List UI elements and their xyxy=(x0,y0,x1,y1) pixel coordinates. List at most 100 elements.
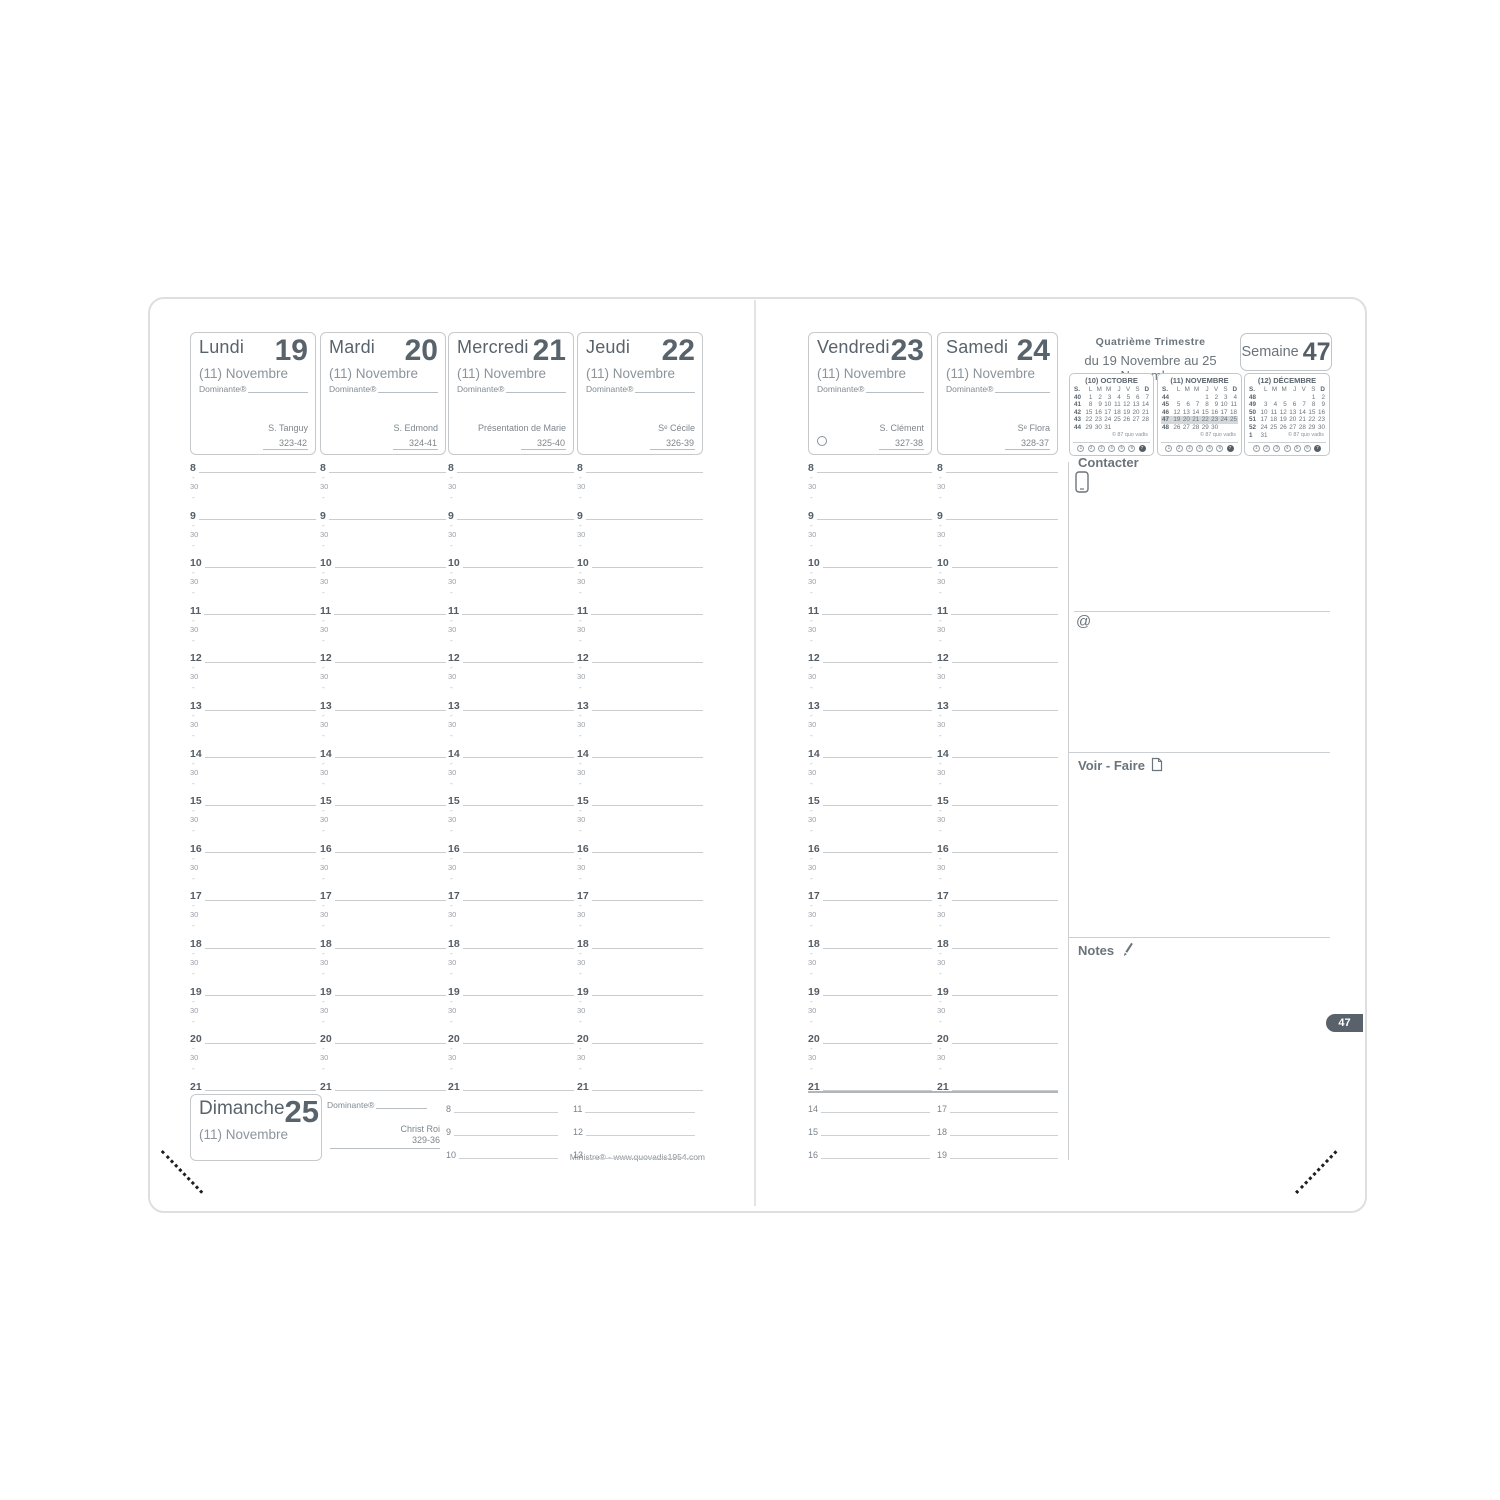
hour-row: 19 xyxy=(808,985,932,997)
quarter-mark: - xyxy=(192,1044,195,1054)
day-cell: 26 xyxy=(1173,423,1181,431)
quarter-mark: - xyxy=(579,663,582,673)
hour-label: 8 xyxy=(448,462,454,474)
circled-number: 7 xyxy=(1226,445,1234,452)
day-name: Mardi xyxy=(329,337,376,357)
quarter-mark: - xyxy=(579,949,582,958)
quarter-mark: - xyxy=(810,901,813,911)
day-number: 22 xyxy=(661,334,695,367)
quarter-mark: - xyxy=(322,663,325,673)
quarter-mark: - xyxy=(579,635,582,645)
saint-code: 329-36 xyxy=(411,1135,440,1145)
quarter-mark: - xyxy=(579,873,582,883)
mini-calendar-1: (10) OCTOBRE S. L M M J V S D 40 1 2 3 4 5 6 7 41 8 9 10 11 12… xyxy=(1069,373,1154,456)
half-hour-label: 30 xyxy=(808,1053,817,1063)
day-cell: 9 xyxy=(1321,401,1325,409)
week-number: 45 xyxy=(1162,401,1170,409)
day-cell: 18 xyxy=(1229,408,1237,416)
hour-row: 16 xyxy=(808,842,932,854)
hour-label: 11 xyxy=(808,604,820,617)
half-hour-label: 30 xyxy=(448,720,457,729)
hour-label: 14 xyxy=(448,747,460,760)
half-hour-label: 30 xyxy=(448,1053,457,1063)
circled-number: 6 xyxy=(1216,445,1224,452)
quarter-mark: - xyxy=(810,635,813,645)
quarter-mark: - xyxy=(579,1064,582,1074)
quarter-mark: - xyxy=(450,493,453,502)
dominante-label: Dominante® xyxy=(586,384,634,394)
hour-row: 8 xyxy=(808,461,932,473)
hour-row: 8 xyxy=(577,461,703,473)
calendar-week-row: 45 5 6 7 8 9 10 11 xyxy=(1161,401,1238,409)
quarter-mark: - xyxy=(810,473,813,482)
quarter-mark: - xyxy=(192,949,195,958)
quarter-mark: - xyxy=(810,996,813,1006)
day-cell: 31 xyxy=(1260,431,1268,439)
half-hour-label: 30 xyxy=(808,482,817,491)
calendar-week-row: 40 1 2 3 4 5 6 7 xyxy=(1073,394,1150,402)
hour-label: 15 xyxy=(448,795,460,808)
hour-row: 20 xyxy=(320,1032,446,1044)
hour-row: 11 xyxy=(577,604,703,616)
hour-row: 20 xyxy=(577,1032,703,1044)
calendar-week-row: 44 29 30 31 xyxy=(1073,424,1150,432)
half-hour-label: 30 xyxy=(190,624,199,634)
circled-number: 2 xyxy=(1263,445,1271,452)
quarter-mark: - xyxy=(810,1044,813,1054)
hour-label: 10 xyxy=(448,557,460,570)
quarter-mark: - xyxy=(322,996,325,1006)
day-cell: 11 xyxy=(1114,401,1121,409)
quarter-mark: - xyxy=(810,1064,813,1074)
circled-number: 4 xyxy=(1108,445,1115,452)
hour-row: 19 xyxy=(577,985,703,997)
hour-label: 9 xyxy=(808,509,814,522)
saint-name: S. Tanguy xyxy=(268,423,308,433)
quarter-mark: - xyxy=(450,1016,453,1026)
circled-number: 5 xyxy=(1293,445,1301,452)
hour-label: 10 xyxy=(320,557,332,570)
hour-row: 12 xyxy=(808,651,932,664)
quarter-mark: - xyxy=(579,1044,582,1054)
hour-row: 11 xyxy=(320,604,446,616)
quarter-mark: - xyxy=(192,901,195,911)
day-name: Jeudi xyxy=(586,337,631,357)
week-number: 51 xyxy=(1249,416,1257,424)
quarter-mark: - xyxy=(322,921,325,931)
day-cell: 15 xyxy=(1308,408,1316,416)
quarter-mark: - xyxy=(810,873,813,883)
half-hour-label: 30 xyxy=(448,672,457,682)
quarter-mark: - xyxy=(450,853,453,863)
half-hour-label: 30 xyxy=(577,767,586,777)
sunday-name: Dimanche xyxy=(199,1098,285,1119)
quarter-mark: - xyxy=(450,635,453,645)
hour-label: 15 xyxy=(320,795,332,808)
day-cell: 25 xyxy=(1113,416,1121,424)
hour-label: 12 xyxy=(937,652,949,665)
quarter-mark: - xyxy=(450,520,453,530)
day-cell: 6 xyxy=(1186,401,1190,409)
contacter-label: Contacter xyxy=(1078,455,1139,470)
day-cell xyxy=(1131,424,1140,432)
hour-row: 17 xyxy=(320,889,446,902)
day-cell xyxy=(1297,394,1307,402)
half-hour-label: 30 xyxy=(937,672,946,682)
half-hour-label: 30 xyxy=(808,720,817,729)
hour-label: 13 xyxy=(937,700,949,712)
calendar-dow-row: S. L M M J V S D xyxy=(1248,386,1326,394)
quarter-mark: - xyxy=(579,615,582,625)
quarter-mark: - xyxy=(322,493,325,502)
half-hour-label: 30 xyxy=(448,815,457,825)
half-hour-label: 30 xyxy=(577,624,586,634)
day-cell: 23 xyxy=(1211,416,1219,424)
quarter-mark: - xyxy=(579,683,582,693)
hour-label: 12 xyxy=(320,652,332,665)
hour-label: 21 xyxy=(937,1080,949,1093)
quarter-mark: - xyxy=(939,1016,942,1026)
quarter-mark: - xyxy=(450,1044,453,1054)
day-cell: 25 xyxy=(1270,423,1278,431)
quarter-mark: - xyxy=(450,758,453,768)
circled-number: 4 xyxy=(1283,445,1291,452)
quarter-mark: - xyxy=(810,921,813,931)
circled-number: 1 xyxy=(1252,445,1260,452)
dow-label: S xyxy=(1223,386,1228,393)
